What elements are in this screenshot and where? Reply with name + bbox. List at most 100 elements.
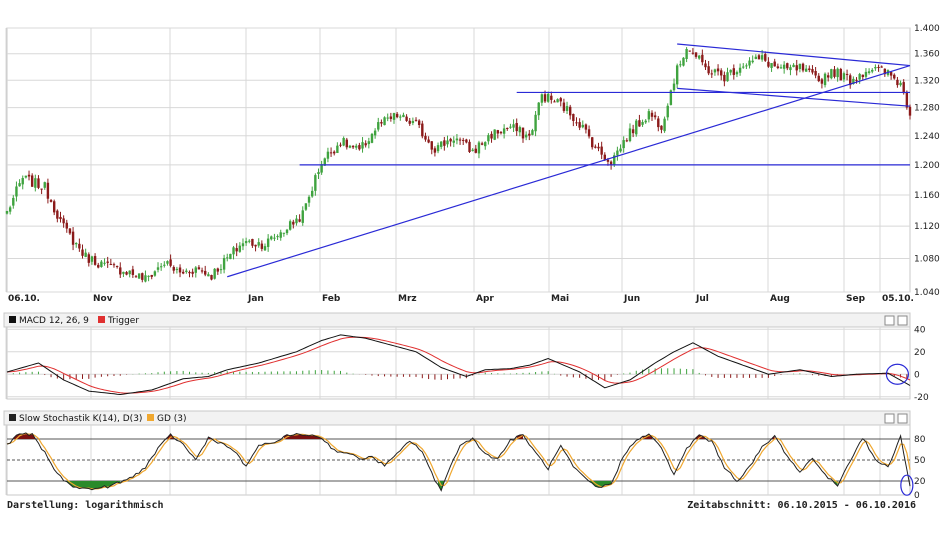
candle-body bbox=[147, 275, 150, 277]
candle-body bbox=[301, 210, 304, 223]
candle-body bbox=[345, 139, 349, 148]
stoch-k-legend-swatch bbox=[9, 414, 16, 421]
candle-body bbox=[414, 119, 418, 121]
candle-body bbox=[348, 145, 352, 148]
candle-body bbox=[704, 63, 707, 68]
candle-body bbox=[197, 267, 201, 270]
candle-body bbox=[889, 71, 893, 76]
macd-panel: MACD 12, 26, 9 Trigger 40 20 0 -20 bbox=[3, 312, 929, 403]
time-range-label: Zeitabschnitt: 06.10.2015 - 06.10.2016 bbox=[687, 500, 916, 511]
candle-body bbox=[395, 113, 399, 118]
candle-body bbox=[5, 210, 9, 214]
candle-body bbox=[779, 67, 783, 69]
candle-body bbox=[603, 154, 607, 160]
stoch-resize-icon[interactable] bbox=[884, 413, 895, 424]
candle-body bbox=[452, 140, 455, 143]
candle-body bbox=[292, 221, 295, 225]
candle-body bbox=[49, 200, 53, 202]
candle-body bbox=[789, 67, 792, 71]
candles bbox=[5, 47, 912, 283]
candle-body bbox=[68, 228, 72, 234]
candle-body bbox=[905, 91, 909, 108]
candle-body bbox=[908, 106, 912, 116]
candle-body bbox=[751, 60, 754, 63]
candle-body bbox=[244, 241, 248, 244]
candle-body bbox=[194, 267, 197, 273]
candle-body bbox=[795, 65, 798, 71]
candle-body bbox=[150, 274, 153, 277]
candle-body bbox=[103, 262, 106, 264]
stoch-d-legend-label: GD (3) bbox=[157, 414, 187, 424]
candle-body bbox=[657, 118, 660, 128]
candle-body bbox=[436, 145, 440, 152]
candle-body bbox=[282, 232, 286, 234]
candle-body bbox=[329, 152, 333, 154]
candle-body bbox=[52, 201, 56, 213]
candle-body bbox=[729, 69, 732, 73]
price-x-tick-label: Sep bbox=[846, 294, 866, 304]
candle-body bbox=[644, 120, 647, 123]
candle-body bbox=[339, 144, 342, 146]
candle-body bbox=[713, 69, 717, 73]
candle-body bbox=[613, 155, 616, 165]
candle-body bbox=[537, 102, 540, 116]
candle-body bbox=[219, 269, 223, 271]
price-x-tick-label: Aug bbox=[770, 294, 790, 304]
candle-body bbox=[764, 54, 767, 61]
candle-body bbox=[861, 74, 865, 78]
candle-body bbox=[512, 124, 515, 128]
price-x-tick-label: Feb bbox=[322, 294, 341, 304]
candle-body bbox=[833, 69, 836, 77]
candle-body bbox=[12, 197, 15, 206]
candle-body bbox=[675, 65, 679, 85]
stoch-y-tick-label: 20 bbox=[914, 477, 926, 487]
candle-body bbox=[745, 65, 748, 67]
candle-body bbox=[106, 261, 109, 263]
candle-body bbox=[18, 183, 21, 187]
price-x-tick-label: 06.10. bbox=[8, 294, 40, 304]
candle-body bbox=[159, 266, 163, 268]
candle-body bbox=[222, 258, 226, 270]
candle-body bbox=[591, 137, 594, 148]
candle-body bbox=[62, 218, 65, 224]
candle-body bbox=[855, 79, 858, 81]
candle-body bbox=[550, 95, 553, 100]
candle-body bbox=[540, 94, 544, 103]
macd-resize-icon[interactable] bbox=[884, 315, 895, 326]
price-y-tick-label: 1.160 bbox=[914, 191, 940, 201]
trigger-line bbox=[6, 336, 911, 394]
stoch-close-icon[interactable] bbox=[897, 413, 908, 424]
price-y-tick-label: 1.320 bbox=[914, 76, 940, 86]
price-x-tick-label: Jan bbox=[247, 294, 264, 304]
price-x-tick-label: Nov bbox=[93, 294, 113, 304]
candle-body bbox=[716, 68, 720, 72]
candle-body bbox=[484, 142, 487, 147]
candle-body bbox=[767, 61, 770, 67]
candle-body bbox=[581, 124, 584, 128]
candle-body bbox=[587, 129, 591, 137]
stoch-k-legend-label: Slow Stochastik K(14), D(3) bbox=[19, 414, 142, 424]
candle-body bbox=[650, 112, 654, 117]
candle-body bbox=[493, 129, 496, 140]
candle-body bbox=[531, 130, 534, 135]
macd-highlight-circle bbox=[885, 363, 910, 385]
price-y-tick-label: 1.040 bbox=[914, 288, 940, 298]
macd-legend-swatch bbox=[9, 316, 16, 323]
candle-body bbox=[112, 264, 116, 266]
candle-body bbox=[622, 140, 625, 149]
candle-body bbox=[141, 273, 144, 280]
candle-body bbox=[792, 64, 795, 68]
stoch-y-tick-label: 50 bbox=[914, 456, 926, 466]
candle-body bbox=[402, 114, 405, 118]
candle-body bbox=[178, 267, 182, 273]
candle-body bbox=[471, 149, 474, 151]
candle-body bbox=[166, 261, 169, 264]
macd-close-icon[interactable] bbox=[897, 315, 908, 326]
candle-body bbox=[333, 151, 336, 154]
candle-body bbox=[638, 120, 641, 127]
candle-body bbox=[462, 139, 465, 141]
candle-body bbox=[738, 67, 742, 73]
candle-body bbox=[119, 267, 122, 275]
stochastic-panel: Slow Stochastik K(14), D(3) GD (3) 80 50 20 0 bbox=[3, 410, 926, 501]
candle-body bbox=[534, 114, 537, 132]
